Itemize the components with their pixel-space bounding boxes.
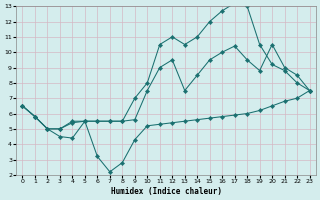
X-axis label: Humidex (Indice chaleur): Humidex (Indice chaleur) bbox=[110, 187, 221, 196]
